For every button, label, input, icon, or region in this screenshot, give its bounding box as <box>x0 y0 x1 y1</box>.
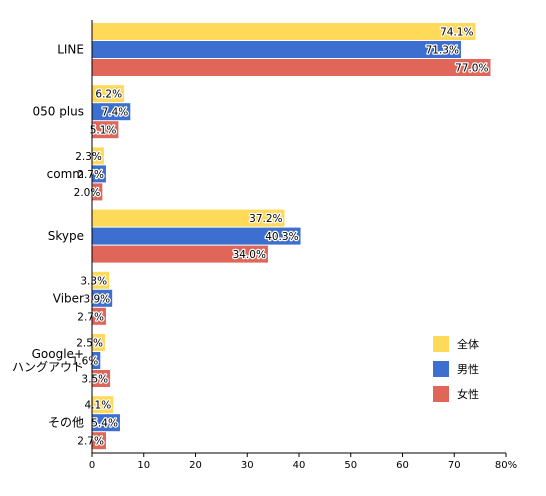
bar-2-0 <box>92 147 104 165</box>
bar-0-0 <box>92 23 476 40</box>
value-label-5-2: 3.5% <box>81 374 108 386</box>
legend-swatch-0 <box>433 336 449 352</box>
value-label-4-2: 2.7% <box>77 311 104 323</box>
value-label-1-0: 6.2% <box>95 89 122 101</box>
value-label-0-2: 77.0% <box>455 63 488 75</box>
bars-group: 74.1% 71.3% 77.0% 6.2% 7.4% 5.1% 2.3% 2.7% 2.0% 3… <box>70 23 491 450</box>
legend-swatch-1 <box>433 361 449 377</box>
x-tick-label-0: 0 <box>89 460 95 471</box>
category-label-6: その他 <box>48 416 84 430</box>
value-label-4-1: 3.9% <box>83 293 110 305</box>
bar-4-0 <box>92 271 110 289</box>
value-label-6-0: 4.1% <box>85 400 112 412</box>
value-label-0-1: 71.3% <box>426 45 459 57</box>
value-label-5-0: 2.5% <box>76 338 103 350</box>
value-label-6-1: 5.4% <box>91 418 118 430</box>
category-label-3: Skype <box>48 229 84 243</box>
value-label-4-0: 3.3% <box>80 275 107 287</box>
value-label-3-2: 34.0% <box>233 249 266 261</box>
value-label-6-2: 2.7% <box>77 436 104 448</box>
category-label-5: Google+ハングアウト <box>12 347 84 374</box>
bar-1-0 <box>92 85 125 103</box>
legend-label-0: 全体 <box>457 337 479 351</box>
x-tick-label-5: 50 <box>344 460 357 471</box>
bar-6-2 <box>92 432 106 450</box>
x-tick-label-6: 60 <box>396 460 409 471</box>
bar-6-1 <box>92 414 120 432</box>
bar-0-2 <box>92 59 491 76</box>
category-labels: LINE 050 plus comm Skype Viber Google+ハングアウトそ… <box>12 43 84 430</box>
bar-1-2 <box>92 121 119 139</box>
bar-0-1 <box>92 41 461 58</box>
value-label-1-2: 5.1% <box>90 125 117 137</box>
axes-group: 0 10 20 30 40 50 60 70 80% <box>89 20 517 471</box>
x-tick-label-3: 30 <box>241 460 254 471</box>
category-label-0: LINE <box>57 43 84 57</box>
bar-4-2 <box>92 307 106 325</box>
category-label-2: comm <box>47 167 84 181</box>
bar-5-0 <box>92 334 105 351</box>
legend-label-2: 女性 <box>457 387 479 401</box>
bar-4-1 <box>92 289 113 307</box>
legend-swatch-2 <box>433 386 449 402</box>
bar-5-1 <box>92 352 101 369</box>
bar-2-2 <box>92 183 103 201</box>
bar-3-2 <box>92 245 268 263</box>
legend-label-1: 男性 <box>457 362 479 376</box>
x-tick-label-4: 40 <box>293 460 306 471</box>
category-label-4: Viber <box>53 291 84 305</box>
bar-1-1 <box>92 103 131 121</box>
bar-5-2 <box>92 370 111 387</box>
bar-2-1 <box>92 165 106 183</box>
bar-3-0 <box>92 209 285 227</box>
value-label-0-0: 74.1% <box>440 27 473 39</box>
value-label-3-1: 40.3% <box>265 231 298 243</box>
bar-3-1 <box>92 227 301 245</box>
value-label-2-2: 2.0% <box>74 187 101 199</box>
value-label-2-1: 2.7% <box>77 169 104 181</box>
value-label-2-0: 2.3% <box>75 151 102 163</box>
x-tick-label-1: 10 <box>137 460 150 471</box>
bar-6-0 <box>92 396 114 414</box>
value-label-1-1: 7.4% <box>102 107 129 119</box>
x-tick-label-2: 20 <box>189 460 202 471</box>
value-label-3-0: 37.2% <box>249 213 282 225</box>
category-label-1: 050 plus <box>32 105 84 119</box>
x-tick-label-7: 70 <box>448 460 461 471</box>
x-tick-label-8: 80% <box>495 460 517 471</box>
